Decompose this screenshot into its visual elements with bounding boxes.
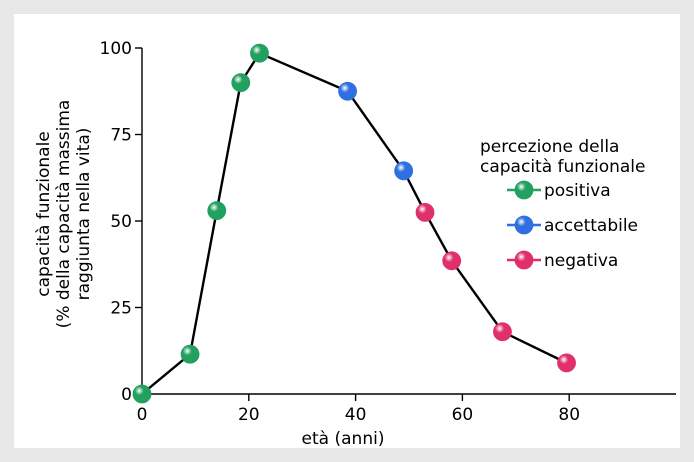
data-point-positiva xyxy=(180,344,200,364)
y-tick-label: 75 xyxy=(110,126,132,146)
legend-swatch-marker xyxy=(514,250,534,270)
data-point-negativa xyxy=(415,202,435,222)
data-point-positiva xyxy=(231,73,251,92)
data-point-positiva xyxy=(132,384,152,404)
x-axis-title: età (anni) xyxy=(302,429,385,448)
data-point-positiva xyxy=(250,43,269,63)
y-axis-title-line: (% della capacità massima xyxy=(54,100,74,329)
legend-title-line: percezione della xyxy=(480,137,619,157)
x-tick-label: 0 xyxy=(137,405,148,425)
data-point-negativa xyxy=(557,353,576,373)
legend-label-negativa: negativa xyxy=(544,251,618,271)
y-axis-title: capacità funzionale (% della capacità mas… xyxy=(34,100,94,329)
y-tick-label: 50 xyxy=(110,212,132,232)
x-tick-label: 80 xyxy=(558,405,580,425)
data-point-negativa xyxy=(493,322,512,342)
legend-swatch-marker xyxy=(514,215,534,235)
legend-label-accettabile: accettabile xyxy=(544,216,638,236)
data-point-negativa xyxy=(442,251,462,271)
x-tick-label: 20 xyxy=(238,405,260,425)
legend-swatch-marker xyxy=(514,180,534,200)
y-tick-label: 25 xyxy=(110,299,132,319)
y-tick-label: 0 xyxy=(121,385,132,405)
data-points xyxy=(132,43,576,404)
y-axis-title-line: capacità funzionale xyxy=(34,131,54,296)
series-line xyxy=(141,51,568,395)
data-point-accettabile xyxy=(338,81,357,101)
axes: 0 25 50 75 100 0 20 40 60 80 xyxy=(100,39,676,425)
x-tick-label: 60 xyxy=(452,405,474,425)
chart-frame: 0 25 50 75 100 0 20 40 60 80 capacità funzionale(… xyxy=(14,14,680,448)
y-tick-label: 100 xyxy=(100,39,132,59)
legend-title-line: capacità funzionale xyxy=(480,157,645,177)
data-point-positiva xyxy=(207,201,227,221)
y-axis-title-line: raggiunta nella vita) xyxy=(74,128,94,301)
legend-label-positiva: positiva xyxy=(544,181,611,201)
x-tick-label: 40 xyxy=(345,405,367,425)
data-point-accettabile xyxy=(394,161,414,181)
